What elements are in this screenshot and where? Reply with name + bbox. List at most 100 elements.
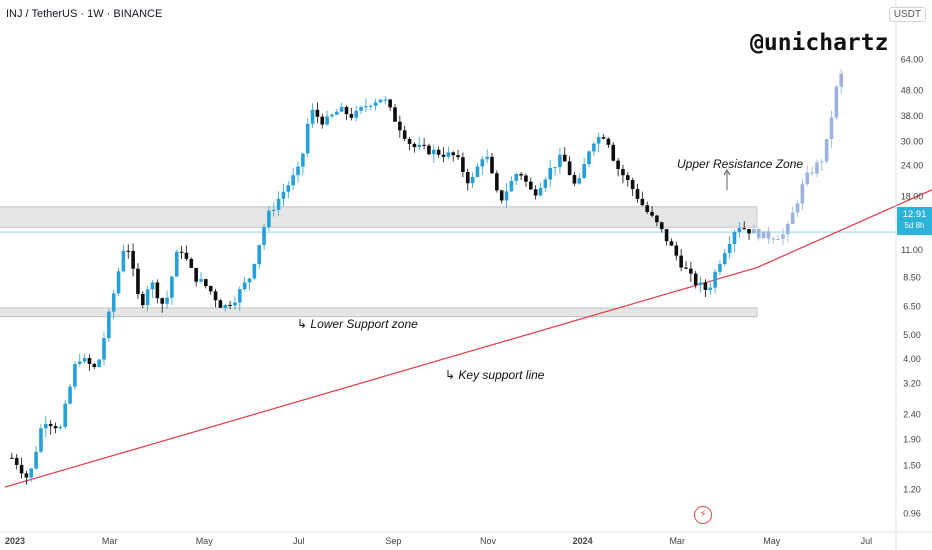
candle xyxy=(281,183,286,207)
candle xyxy=(155,279,160,304)
candle-body xyxy=(737,228,742,232)
candle xyxy=(592,141,596,156)
candle-body xyxy=(82,358,87,362)
candle-body xyxy=(480,159,485,167)
candle xyxy=(407,136,412,151)
symbol-name: INJ / TetherUS xyxy=(6,8,78,20)
candle-body xyxy=(359,107,363,111)
candle-body xyxy=(223,304,228,308)
candle-body xyxy=(141,294,145,306)
candle xyxy=(257,244,261,270)
candle xyxy=(208,285,213,295)
lower-support-label: ↳ Lower Support zone xyxy=(297,317,418,331)
candle-body xyxy=(781,234,785,239)
candle xyxy=(58,424,63,430)
candle-body xyxy=(68,386,72,404)
candle xyxy=(548,159,552,188)
candle xyxy=(262,223,266,250)
candle xyxy=(713,268,717,294)
candle-body xyxy=(718,264,722,272)
candle-body xyxy=(592,143,596,152)
candle-body xyxy=(364,106,368,108)
candle xyxy=(34,446,38,470)
candle-body xyxy=(121,250,126,272)
candle xyxy=(92,362,97,369)
candle xyxy=(48,420,53,435)
candle-body xyxy=(703,282,708,290)
candle xyxy=(73,361,77,390)
candle-body xyxy=(766,231,771,239)
candle xyxy=(771,236,776,244)
candle-body xyxy=(73,364,77,387)
candle-body xyxy=(558,154,562,168)
trendlines xyxy=(4,169,932,488)
candle-body xyxy=(640,198,645,206)
candle-body xyxy=(596,137,601,144)
candle xyxy=(116,267,121,296)
candle xyxy=(330,113,334,119)
candle xyxy=(611,142,616,162)
candle-body xyxy=(310,109,315,124)
candle xyxy=(732,229,737,253)
candle-body xyxy=(824,139,829,162)
candle xyxy=(24,470,29,485)
candle xyxy=(490,153,494,174)
candle-body xyxy=(257,245,261,264)
candle-body xyxy=(815,162,819,174)
candle xyxy=(136,263,140,299)
candle-body xyxy=(238,289,242,303)
candle xyxy=(194,267,198,287)
candle-body xyxy=(601,137,606,139)
candle xyxy=(402,125,407,142)
candle-body xyxy=(577,178,582,184)
candle-body xyxy=(456,155,460,158)
candle xyxy=(325,110,329,126)
candle-body xyxy=(398,121,402,131)
candle xyxy=(626,172,630,187)
candle-body xyxy=(659,222,664,230)
y-tick-label: 2.40 xyxy=(903,409,921,419)
candle-body xyxy=(373,102,378,106)
candle-body xyxy=(242,282,247,290)
candle-body xyxy=(451,152,455,156)
candle-body xyxy=(485,156,489,160)
y-tick-label: 4.00 xyxy=(903,354,921,364)
candle xyxy=(587,150,591,167)
candle-body xyxy=(368,105,373,107)
candle-body xyxy=(800,184,805,204)
candle-body xyxy=(208,285,213,292)
candle-body xyxy=(339,107,344,112)
candle xyxy=(301,152,305,176)
candle-body xyxy=(145,289,150,306)
candle-body xyxy=(475,166,480,177)
candle-body xyxy=(247,278,252,283)
candle-body xyxy=(747,228,751,234)
candle xyxy=(689,261,693,282)
candle-body xyxy=(446,152,451,157)
candle xyxy=(121,244,126,273)
candle xyxy=(470,172,475,188)
candle-body xyxy=(184,252,189,259)
candles[interactable] xyxy=(10,68,843,485)
candle-body xyxy=(805,172,810,185)
candle-body xyxy=(296,166,300,176)
candle xyxy=(543,176,548,192)
candle xyxy=(150,280,155,298)
candle xyxy=(572,171,577,187)
lightning-bolt-icon[interactable]: ⚡ xyxy=(694,506,712,524)
candle xyxy=(68,383,72,405)
candle-body xyxy=(621,169,625,176)
y-tick-label: 38.00 xyxy=(901,111,924,121)
candle xyxy=(480,155,485,175)
candle-body xyxy=(281,191,286,199)
candle-body xyxy=(524,175,528,182)
candle-body xyxy=(606,138,611,145)
candle xyxy=(533,185,538,200)
candle-body xyxy=(344,107,349,115)
currency-badge[interactable]: USDT xyxy=(888,7,926,22)
candle xyxy=(669,238,674,246)
trendline xyxy=(4,266,758,488)
candle xyxy=(165,290,169,309)
candle xyxy=(378,99,383,103)
